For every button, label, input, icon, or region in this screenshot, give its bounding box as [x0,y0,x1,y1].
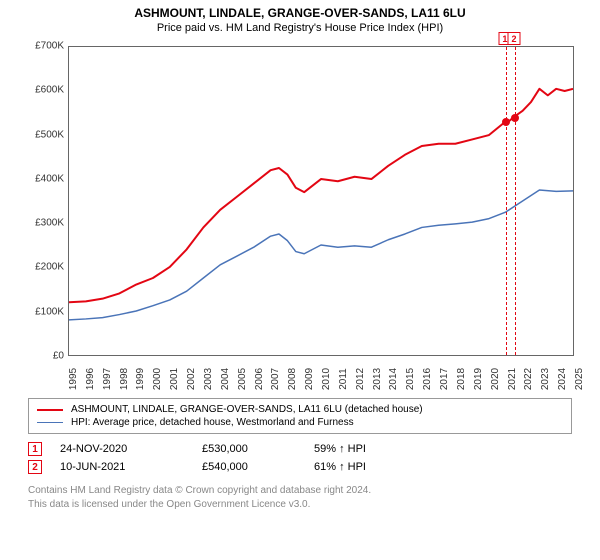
x-tick-label: 2025 [574,368,585,390]
sale-marker-chip: 2 [507,32,520,45]
footer-line-1: Contains HM Land Registry data © Crown c… [28,484,572,498]
x-tick-label: 2006 [254,368,265,390]
x-tick-label: 2020 [490,368,501,390]
sale-marker-line [515,47,516,355]
sale-date: 24-NOV-2020 [60,443,190,455]
x-tick-label: 2008 [287,368,298,390]
y-tick-label: £0 [20,351,64,362]
x-tick-label: 2003 [203,368,214,390]
legend: ASHMOUNT, LINDALE, GRANGE-OVER-SANDS, LA… [28,398,572,434]
legend-label: HPI: Average price, detached house, West… [71,417,354,428]
x-tick-label: 2001 [169,368,180,390]
x-tick-label: 1996 [85,368,96,390]
y-tick-label: £400K [20,173,64,184]
x-tick-label: 2015 [405,368,416,390]
x-tick-label: 2019 [473,368,484,390]
y-tick-label: £600K [20,85,64,96]
x-tick-label: 2005 [237,368,248,390]
y-tick-label: £100K [20,306,64,317]
y-tick-label: £300K [20,218,64,229]
footer: Contains HM Land Registry data © Crown c… [28,484,572,511]
sales-row: 1 24-NOV-2020 £530,000 59% ↑ HPI [28,440,572,458]
sale-marker-dot [502,118,510,126]
plot-area [68,46,574,356]
y-tick-label: £200K [20,262,64,273]
x-tick-label: 2014 [388,368,399,390]
x-tick-label: 2021 [507,368,518,390]
sale-marker-dot [511,114,519,122]
x-tick-label: 2002 [186,368,197,390]
series-line [69,190,573,320]
sale-price: £540,000 [202,461,302,473]
x-tick-label: 2022 [523,368,534,390]
plot-svg [69,47,573,355]
sale-date: 10-JUN-2021 [60,461,190,473]
y-tick-label: £700K [20,41,64,52]
sale-marker-box: 1 [28,442,42,456]
x-tick-label: 2017 [439,368,450,390]
sale-pct: 59% ↑ HPI [314,443,424,455]
x-tick-label: 2010 [321,368,332,390]
x-tick-label: 2009 [304,368,315,390]
x-tick-label: 2007 [270,368,281,390]
footer-line-2: This data is licensed under the Open Gov… [28,498,572,512]
legend-item: HPI: Average price, detached house, West… [37,416,563,429]
x-tick-label: 2013 [372,368,383,390]
x-tick-label: 2000 [152,368,163,390]
y-tick-label: £500K [20,129,64,140]
legend-label: ASHMOUNT, LINDALE, GRANGE-OVER-SANDS, LA… [71,404,423,415]
x-tick-label: 2024 [557,368,568,390]
legend-item: ASHMOUNT, LINDALE, GRANGE-OVER-SANDS, LA… [37,403,563,416]
x-tick-label: 2018 [456,368,467,390]
sale-pct: 61% ↑ HPI [314,461,424,473]
x-tick-label: 2011 [338,368,349,390]
x-tick-label: 1997 [102,368,113,390]
chart-area: £0 £100K £200K £300K £400K £500K £600K £700K 199… [20,42,580,392]
legend-swatch [37,409,63,411]
sales-table: 1 24-NOV-2020 £530,000 59% ↑ HPI 2 10-JUN-202… [28,440,572,476]
sales-row: 2 10-JUN-2021 £540,000 61% ↑ HPI [28,458,572,476]
series-line [69,89,573,302]
x-tick-label: 2016 [422,368,433,390]
legend-swatch [37,422,63,423]
x-tick-label: 1995 [68,368,79,390]
sale-price: £530,000 [202,443,302,455]
sale-marker-box: 2 [28,460,42,474]
x-tick-label: 2004 [220,368,231,390]
x-tick-label: 1999 [135,368,146,390]
x-tick-label: 2012 [355,368,366,390]
chart-title: ASHMOUNT, LINDALE, GRANGE-OVER-SANDS, LA… [0,0,600,20]
sale-marker-line [506,47,507,355]
x-tick-label: 1998 [119,368,130,390]
x-tick-label: 2023 [540,368,551,390]
